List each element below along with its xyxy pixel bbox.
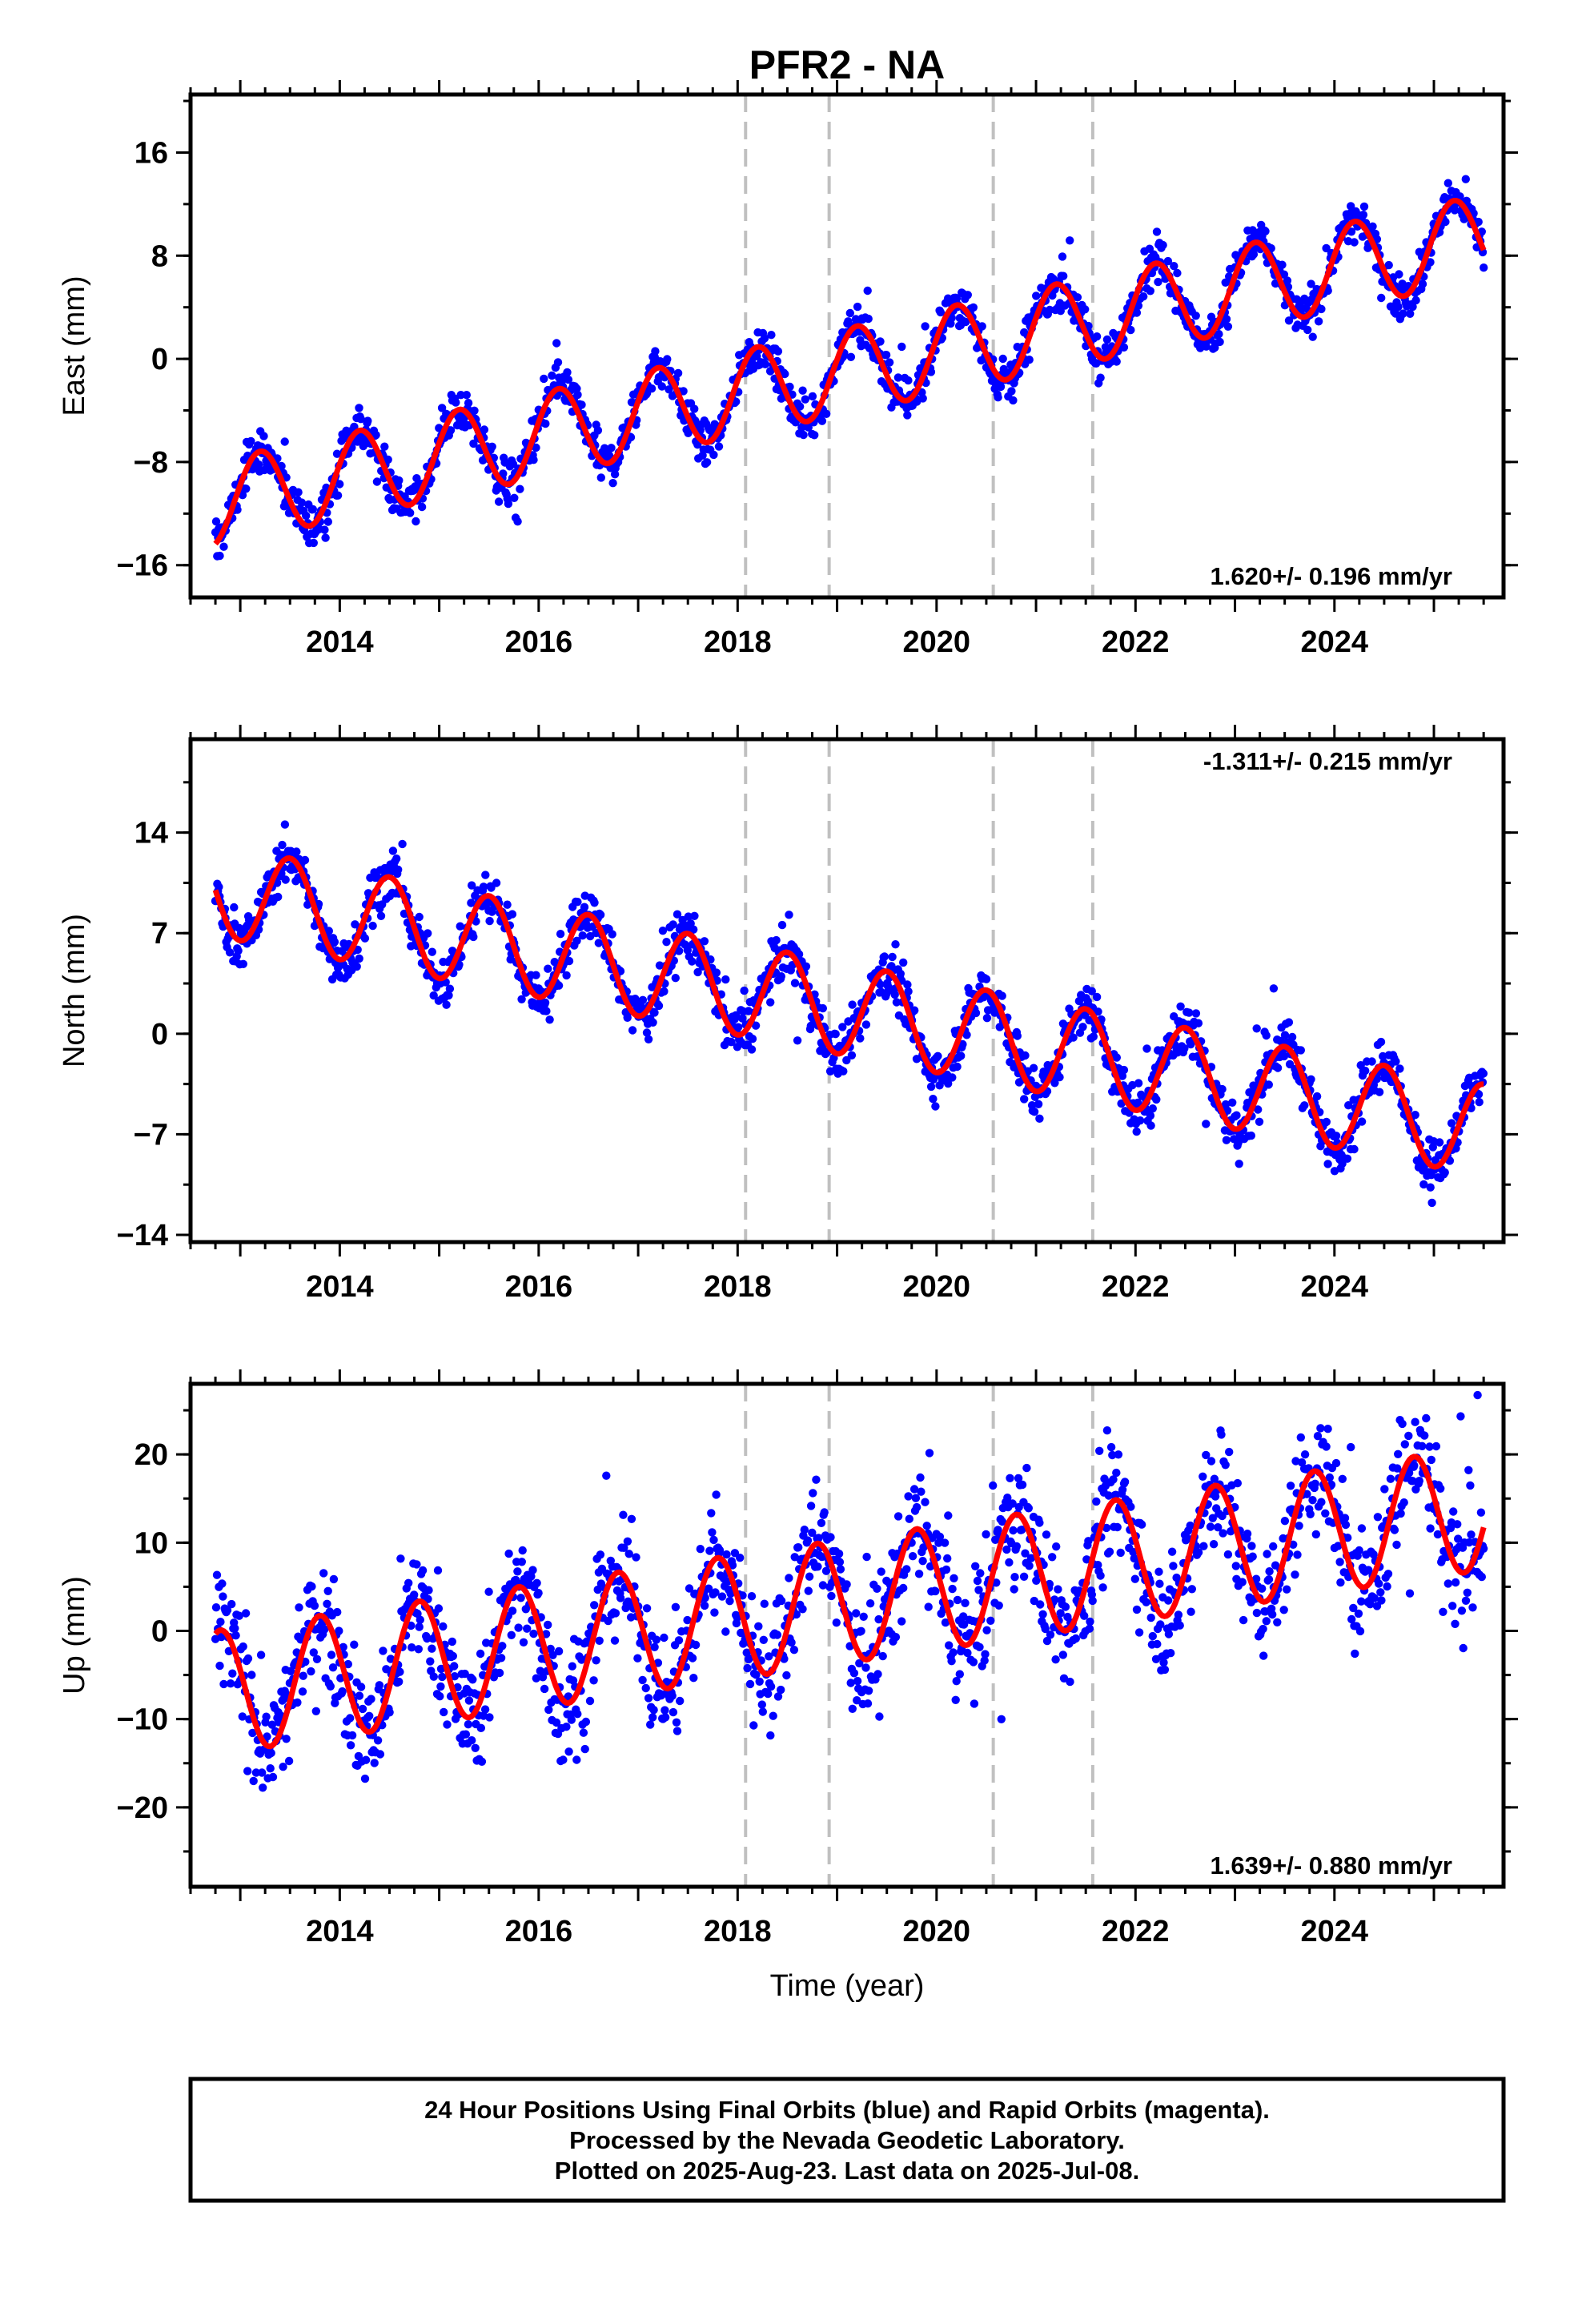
x-tick-label: 2016 [505, 625, 573, 659]
y-tick-label: 20 [135, 1438, 168, 1472]
y-tick-label: 7 [151, 917, 168, 951]
x-tick-label: 2020 [903, 1915, 971, 1948]
scatter-points [211, 820, 1488, 1208]
model-curve [212, 854, 1484, 1170]
y-tick-label: 10 [135, 1526, 168, 1560]
rate-label: 1.639+/- 0.880 mm/yr [1211, 1852, 1452, 1880]
model-curve [213, 198, 1487, 546]
y-tick-label: −20 [117, 1791, 168, 1825]
rate-label: -1.311+/- 0.215 mm/yr [1203, 747, 1452, 775]
x-tick-label: 2014 [306, 1270, 374, 1304]
y-tick-label: 14 [135, 817, 168, 850]
x-tick-label: 2016 [505, 1270, 573, 1304]
x-tick-label: 2024 [1301, 1915, 1369, 1948]
y-tick-label: −8 [134, 446, 168, 480]
y-tick-label: −7 [134, 1118, 168, 1152]
x-tick-label: 2014 [306, 1915, 374, 1948]
y-tick-label: −16 [117, 549, 168, 583]
y-tick-label: −10 [117, 1703, 168, 1737]
y-tick-label: 8 [151, 239, 168, 273]
x-tick-label: 2020 [903, 1270, 971, 1304]
y-tick-label: 0 [151, 1018, 168, 1051]
y-tick-label: 16 [135, 136, 168, 170]
y-tick-label: 0 [151, 343, 168, 376]
rate-label: 1.620+/- 0.196 mm/yr [1211, 562, 1452, 590]
y-axis-label: East (mm) [58, 275, 91, 416]
plot-frame [188, 1381, 1506, 1889]
panel-north: 2014 2016 2018 2020 2022 2024 −14 −7 0 7 14 North (… [58, 725, 1518, 1304]
x-axis-label: Time (year) [770, 1969, 925, 2003]
chart-title: PFR2 - NA [749, 42, 945, 87]
x-tick-label: 2024 [1301, 1270, 1369, 1304]
panel-east: 2014 2016 2018 2020 2022 2024 −16 −8 0 8 16 East (m… [58, 80, 1518, 659]
footer-box: 24 Hour Positions Using Final Orbits (bl… [188, 2077, 1506, 2203]
plot-frame [188, 92, 1506, 600]
plot-frame [188, 737, 1506, 1244]
x-tick-label: 2018 [704, 1270, 772, 1304]
footer-line-1: 24 Hour Positions Using Final Orbits (bl… [424, 2096, 1270, 2124]
panel-up: 2014 2016 2018 2020 2022 2024 −20 −10 0 10 20 Up (m… [58, 1369, 1518, 2003]
y-axis-label: North (mm) [58, 914, 91, 1068]
y-tick-label: −14 [117, 1219, 168, 1252]
x-tick-label: 2022 [1102, 1915, 1170, 1948]
x-tick-label: 2022 [1102, 1270, 1170, 1304]
x-tick-label: 2014 [306, 625, 374, 659]
y-tick-label: 0 [151, 1614, 168, 1648]
x-tick-label: 2018 [704, 1915, 772, 1948]
x-tick-label: 2020 [903, 625, 971, 659]
x-tick-label: 2024 [1301, 625, 1369, 659]
footer-line-3: Plotted on 2025-Aug-23. Last data on 202… [555, 2157, 1139, 2185]
y-axis-label: Up (mm) [58, 1576, 91, 1695]
scatter-points [211, 1390, 1488, 1792]
x-tick-label: 2018 [704, 625, 772, 659]
model-curve [213, 1454, 1487, 1750]
x-tick-label: 2022 [1102, 625, 1170, 659]
x-tick-label: 2016 [505, 1915, 573, 1948]
footer-line-2: Processed by the Nevada Geodetic Laborat… [569, 2126, 1125, 2154]
